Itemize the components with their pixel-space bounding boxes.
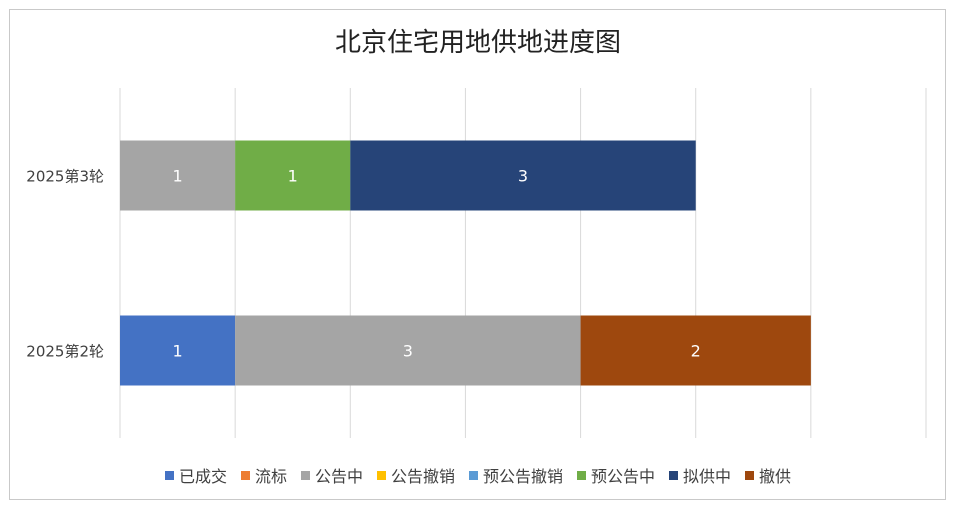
legend-item: 公告中 <box>300 463 363 487</box>
legend-label: 流标 <box>254 467 287 486</box>
category-label: 2025第3轮 <box>26 168 104 186</box>
legend: 已成交 流标 公告中 公告撤销 预公告撤销 预公告中 拟供中 撤供 <box>0 463 956 487</box>
legend-item: 预公告撤销 <box>469 463 563 487</box>
legend-swatch <box>577 470 587 480</box>
bar-segment <box>120 140 236 211</box>
legend-swatch <box>669 470 679 480</box>
legend-swatch <box>240 470 250 480</box>
bar-segment <box>235 140 351 211</box>
data-label: 1 <box>288 167 298 186</box>
data-label: 1 <box>172 342 182 361</box>
legend-label: 公告撤销 <box>390 467 455 486</box>
legend-item: 已成交 <box>164 463 227 487</box>
legend-swatch <box>469 470 478 480</box>
data-label: 3 <box>403 342 413 361</box>
data-label: 3 <box>518 167 528 186</box>
legend-item: 拟供中 <box>669 463 731 487</box>
legend-item: 预公告中 <box>577 463 655 487</box>
legend-item: 公告撤销 <box>376 463 455 487</box>
legend-label: 预公告中 <box>591 467 656 486</box>
chart-frame <box>9 9 946 500</box>
data-label: 1 <box>172 167 182 186</box>
legend-label: 撤供 <box>759 467 792 486</box>
legend-label: 预公告撤销 <box>483 467 564 486</box>
data-label: 2 <box>691 342 701 361</box>
legend-label: 已成交 <box>178 467 227 486</box>
legend-label: 拟供中 <box>683 467 732 486</box>
legend-swatch <box>745 470 755 480</box>
bar-segment <box>580 315 811 386</box>
legend-item: 流标 <box>240 463 287 487</box>
category-label: 2025第2轮 <box>26 343 104 361</box>
bar-segment <box>350 140 696 211</box>
bar-segment <box>235 315 581 386</box>
legend-swatch <box>376 470 386 480</box>
legend-swatch <box>164 470 174 480</box>
bar-segment <box>120 315 236 386</box>
legend-label: 公告中 <box>314 467 363 486</box>
legend-item: 撤供 <box>745 463 791 487</box>
legend-swatch <box>300 470 310 480</box>
chart-title: 北京住宅用地供地进度图 <box>334 28 621 58</box>
